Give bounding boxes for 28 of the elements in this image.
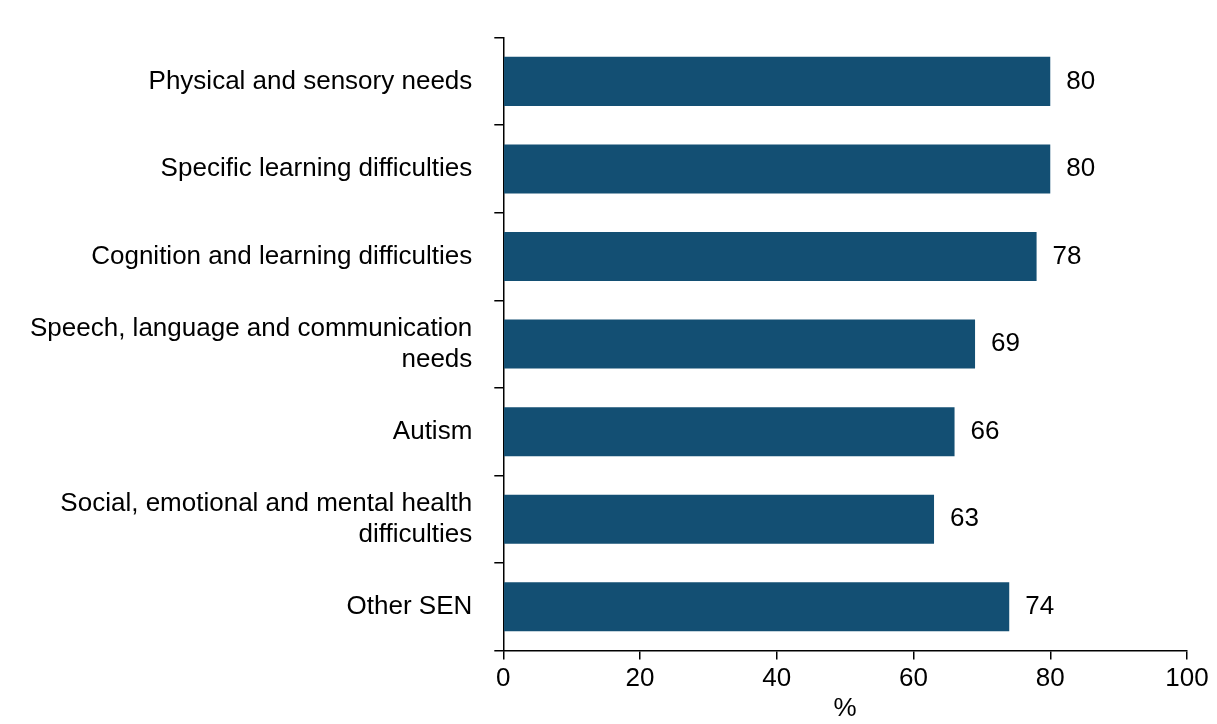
x-tick-label: 80 <box>1035 662 1065 693</box>
bar <box>504 56 1051 106</box>
y-tick-label: Speech, language and communication needs <box>29 311 473 373</box>
y-tick-label: Autism <box>392 414 473 445</box>
data-label: 74 <box>1025 589 1055 620</box>
y-tick-label: Specific learning difficulties <box>160 152 473 183</box>
y-tick-label: Social, emotional and mental health difficulties <box>60 486 473 549</box>
bar <box>504 232 1037 282</box>
data-label: 69 <box>991 327 1020 358</box>
bar <box>504 407 955 457</box>
y-tick-label: Physical and sensory needs <box>148 64 473 95</box>
x-tick-label: 0 <box>496 662 511 693</box>
y-tick-label: Other SEN <box>346 589 473 620</box>
data-label: 66 <box>970 414 1000 445</box>
bar <box>504 582 1010 632</box>
x-tick-label: 20 <box>625 662 655 693</box>
data-label: 80 <box>1066 152 1096 183</box>
x-tick-label: 100 <box>1165 662 1209 693</box>
x-axis-title: % <box>833 691 857 722</box>
bar <box>504 494 935 544</box>
data-label: 80 <box>1066 64 1096 95</box>
bar <box>504 144 1051 194</box>
bar <box>504 319 976 369</box>
y-tick-label: Cognition and learning difficulties <box>91 239 473 270</box>
x-tick-label: 60 <box>899 662 928 693</box>
data-label: 78 <box>1052 239 1082 270</box>
data-label: 63 <box>950 502 979 533</box>
x-tick-label: 40 <box>762 662 792 693</box>
